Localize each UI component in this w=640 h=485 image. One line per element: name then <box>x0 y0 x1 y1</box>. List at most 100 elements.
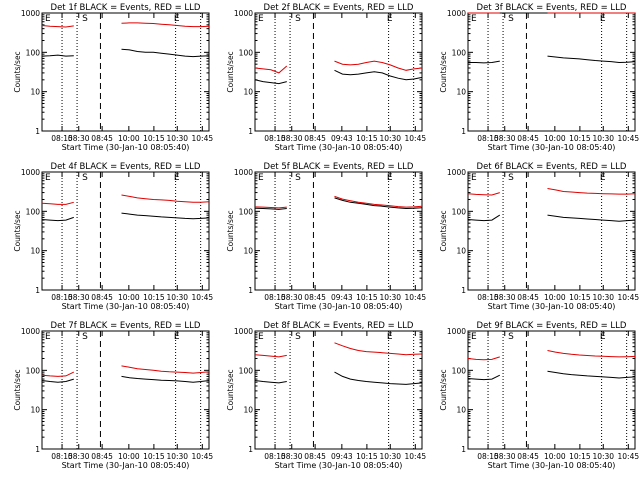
y-tick-label: 1 <box>248 445 253 454</box>
marker-label-e-start: E <box>45 173 51 183</box>
panel-det-4: Det 4f BLACK = Events, RED = LLD 1 10 100 10… <box>13 162 213 311</box>
y-tick-label: 1000 <box>447 9 466 18</box>
plot-frame <box>254 12 423 132</box>
x-tick-label: 08:30 <box>494 134 516 143</box>
plot-frame <box>467 330 636 450</box>
x-tick-label: 10:30 <box>379 293 401 302</box>
x-tick-label: 10:30 <box>166 293 188 302</box>
series-line-lld <box>254 60 423 74</box>
x-tick-label: 10:00 <box>118 452 140 461</box>
y-tick-label: 100 <box>239 207 254 216</box>
x-tick-label: 08:30 <box>281 452 303 461</box>
y-tick-label: 100 <box>26 207 41 216</box>
y-tick-label: 1000 <box>21 327 40 336</box>
x-tick-label: 08:15 <box>477 452 499 461</box>
x-tick-label: 08:45 <box>91 134 113 143</box>
marker-label-e-start: E <box>258 173 264 183</box>
x-tick-label: 08:30 <box>281 293 303 302</box>
marker-label-s: S <box>295 332 301 342</box>
x-tick-label: 10:15 <box>356 452 378 461</box>
series-line-events <box>467 370 636 381</box>
y-tick-label: 1 <box>35 286 40 295</box>
y-tick-label: 100 <box>239 48 254 57</box>
marker-label-s: S <box>295 14 301 24</box>
x-tick-label: 08:45 <box>517 134 539 143</box>
y-tick-label: 1 <box>461 127 466 136</box>
x-tick-label: 10:45 <box>405 134 427 143</box>
marker-label-e-end: E <box>387 14 393 24</box>
plot-frame <box>467 12 636 132</box>
x-tick-label: 08:45 <box>517 452 539 461</box>
x-tick-label: 08:30 <box>68 134 90 143</box>
marker-label-e-end: E <box>174 173 180 183</box>
marker-label-s: S <box>508 173 514 183</box>
y-tick-label: 1 <box>35 127 40 136</box>
marker-label-e-end: E <box>600 173 606 183</box>
marker-label-e-start: E <box>471 332 477 342</box>
y-axis-label: Counts/sec <box>226 51 235 92</box>
x-tick-label: 08:15 <box>477 293 499 302</box>
series-line-lld <box>41 194 210 205</box>
x-tick-label: 10:00 <box>118 134 140 143</box>
marker-label-e-end: E <box>174 14 180 24</box>
panel-det-1: Det 1f BLACK = Events, RED = LLD 1 10 100 10… <box>13 3 213 152</box>
y-tick-label: 1000 <box>234 168 253 177</box>
x-tick-label: 10:15 <box>143 452 165 461</box>
series-line-events <box>468 55 636 64</box>
x-tick-label: 08:45 <box>517 293 539 302</box>
x-tick-label: 08:45 <box>304 293 326 302</box>
x-tick-label: 10:15 <box>356 293 378 302</box>
series-line-events <box>254 69 423 85</box>
x-tick-label: 10:15 <box>569 293 591 302</box>
y-tick-label: 1 <box>248 286 253 295</box>
x-tick-label: 10:30 <box>592 134 614 143</box>
panel-title: Det 8f BLACK = Events, RED = LLD <box>264 321 414 331</box>
marker-label-s: S <box>82 173 88 183</box>
series-line-events <box>254 197 423 210</box>
plot-frame <box>41 12 210 132</box>
x-tick-label: 08:30 <box>494 452 516 461</box>
marker-label-s: S <box>82 332 88 342</box>
x-tick-label: 08:15 <box>477 134 499 143</box>
x-tick-label: 08:15 <box>51 134 73 143</box>
y-tick-label: 10 <box>243 88 253 97</box>
marker-label-e-start: E <box>45 332 51 342</box>
x-tick-label: 10:45 <box>618 293 640 302</box>
marker-label-e-start: E <box>258 14 264 24</box>
y-tick-label: 1 <box>35 445 40 454</box>
x-tick-label: 10:45 <box>405 452 427 461</box>
y-tick-label: 10 <box>30 247 40 256</box>
panel-title: Det 6f BLACK = Events, RED = LLD <box>477 162 627 172</box>
x-tick-label: 10:00 <box>544 452 566 461</box>
plot-frame <box>41 171 210 291</box>
y-tick-label: 100 <box>26 48 41 57</box>
panel-title: Det 9f BLACK = Events, RED = LLD <box>477 321 627 331</box>
x-axis-label: Start Time (30-Jan-10 08:05:40) <box>62 302 190 311</box>
y-tick-label: 100 <box>452 48 467 57</box>
plot-frame <box>254 330 423 450</box>
x-tick-label: 08:30 <box>281 134 303 143</box>
series-line-lld <box>254 342 423 358</box>
marker-label-e-end: E <box>174 332 180 342</box>
y-tick-label: 10 <box>30 406 40 415</box>
y-tick-label: 1000 <box>234 9 253 18</box>
x-tick-label: 08:30 <box>494 293 516 302</box>
panel-det-6: Det 6f BLACK = Events, RED = LLD 1 10 100 10… <box>439 162 639 311</box>
marker-label-e-start: E <box>471 14 477 24</box>
marker-label-e-start: E <box>45 14 51 24</box>
series-line-lld <box>467 350 636 361</box>
x-tick-label: 08:15 <box>264 134 286 143</box>
y-axis-label: Counts/sec <box>13 210 22 251</box>
x-tick-label: 10:45 <box>405 293 427 302</box>
x-tick-label: 08:30 <box>68 293 90 302</box>
x-tick-label: 08:45 <box>304 452 326 461</box>
y-tick-label: 1 <box>461 286 466 295</box>
y-tick-label: 1000 <box>447 327 466 336</box>
y-tick-label: 1 <box>461 445 466 454</box>
x-axis-label: Start Time (30-Jan-10 08:05:40) <box>488 143 616 152</box>
marker-label-e-start: E <box>258 332 264 342</box>
y-axis-label: Counts/sec <box>226 369 235 410</box>
x-tick-label: 08:30 <box>68 452 90 461</box>
panel-title: Det 4f BLACK = Events, RED = LLD <box>51 162 201 172</box>
